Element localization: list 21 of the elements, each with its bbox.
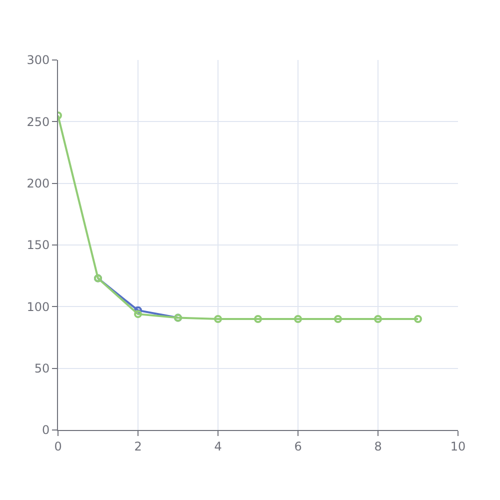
y-tick-label: 250	[26, 114, 50, 129]
point	[334, 315, 342, 323]
x-tick-label: 2	[134, 439, 142, 454]
y-tick-label: 50	[34, 362, 50, 376]
point	[374, 315, 382, 323]
x-tick-label: 8	[374, 439, 382, 454]
point	[134, 306, 142, 314]
y-tick-label: 150	[26, 238, 50, 252]
point	[414, 315, 422, 323]
x-tick-label: 0	[54, 439, 62, 454]
point	[134, 310, 142, 318]
point	[294, 315, 302, 323]
point	[214, 315, 222, 323]
x-tick-label: 4	[214, 439, 222, 454]
x-tick-label: 10	[450, 439, 466, 454]
y-tick-label: 300	[26, 53, 50, 68]
point	[254, 315, 262, 323]
y-tick-label: 200	[26, 176, 50, 191]
y-tick-label: 0	[42, 423, 50, 438]
y-tick-label: 100	[26, 300, 50, 314]
x-tick-label: 6	[294, 439, 302, 454]
